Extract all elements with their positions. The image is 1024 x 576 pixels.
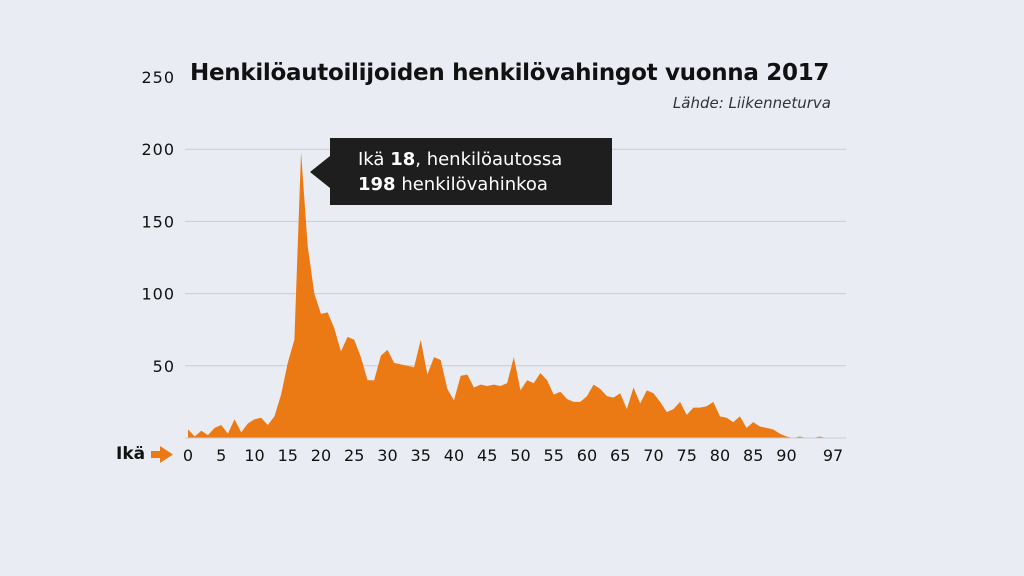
x-tick-label-65: 65 <box>610 446 630 465</box>
x-tick-label-90: 90 <box>776 446 796 465</box>
x-tick-label-20: 20 <box>311 446 331 465</box>
x-tick-label-30: 30 <box>377 446 397 465</box>
y-tick-label-50: 50 <box>153 357 175 376</box>
tooltip-age-prefix: Ikä <box>358 149 385 170</box>
x-tick-label-50: 50 <box>510 446 530 465</box>
tooltip-line-1: Ikä 18, henkilöautossa <box>358 147 612 172</box>
x-tick-label-85: 85 <box>743 446 763 465</box>
arrow-right-icon <box>151 446 173 463</box>
x-tick-label-75: 75 <box>677 446 697 465</box>
tooltip-age-suffix: , henkilöautossa <box>415 149 563 170</box>
y-tick-label-250: 250 <box>141 68 175 87</box>
x-tick-label-25: 25 <box>344 446 364 465</box>
y-tick-label-100: 100 <box>141 285 175 304</box>
area-series-henkilovahingot <box>188 152 833 438</box>
x-tick-label-60: 60 <box>577 446 597 465</box>
tooltip-age-value: 18 <box>390 149 416 170</box>
annotation-tooltip: Ikä 18, henkilöautossa 198 henkilövahink… <box>310 138 612 205</box>
x-axis-ticks: 0 5 10 15 20 25 30 35 40 45 50 55 60 65 70 75 80 85 90 97 <box>183 446 843 465</box>
y-tick-label-150: 150 <box>141 212 175 231</box>
x-tick-label-40: 40 <box>444 446 464 465</box>
x-tick-label-15: 15 <box>278 446 298 465</box>
y-tick-label-200: 200 <box>141 140 175 159</box>
chart-source: Lähde: Liikenneturva <box>672 94 831 112</box>
tooltip-count-suffix: henkilövahinkoa <box>401 174 548 195</box>
x-tick-label-0: 0 <box>183 446 193 465</box>
x-tick-label-70: 70 <box>643 446 663 465</box>
x-tick-label-5: 5 <box>216 446 226 465</box>
x-tick-label-45: 45 <box>477 446 497 465</box>
x-tick-label-55: 55 <box>544 446 564 465</box>
x-tick-label-97: 97 <box>823 446 843 465</box>
chart-title: Henkilöautoilijoiden henkilövahingot vuo… <box>190 60 830 86</box>
x-axis-label: Ikä <box>116 444 146 464</box>
y-axis-ticks: 50 100 150 200 250 <box>141 68 175 376</box>
tooltip-count-value: 198 <box>358 174 396 195</box>
tooltip-line-2: 198 henkilövahinkoa <box>358 172 612 197</box>
x-tick-label-10: 10 <box>244 446 264 465</box>
x-tick-label-35: 35 <box>411 446 431 465</box>
x-tick-label-80: 80 <box>710 446 730 465</box>
